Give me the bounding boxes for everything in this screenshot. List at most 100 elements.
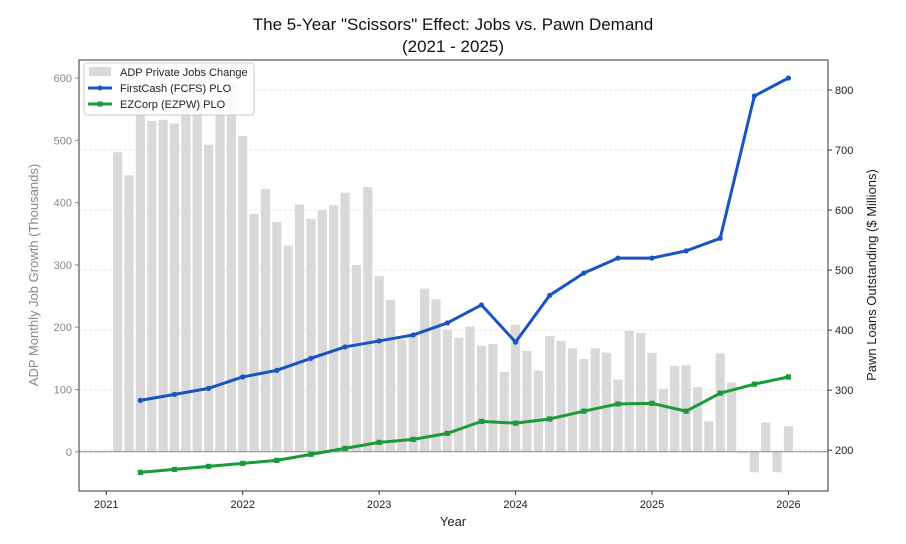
data-point bbox=[717, 235, 723, 241]
data-point bbox=[649, 255, 655, 261]
bar bbox=[306, 218, 316, 452]
data-point bbox=[308, 451, 314, 457]
bar bbox=[454, 337, 464, 452]
data-point bbox=[547, 416, 553, 422]
y-right-tick-label: 600 bbox=[835, 205, 853, 217]
y-left-tick-label: 0 bbox=[66, 447, 72, 459]
x-axis: 2021 2022 2023 2024 2025 2026 bbox=[94, 491, 801, 511]
data-point bbox=[137, 469, 143, 475]
bar bbox=[601, 352, 612, 452]
bar bbox=[147, 121, 157, 452]
y-right-tick-label: 300 bbox=[835, 385, 853, 397]
legend-marker-ezcorp bbox=[97, 101, 103, 107]
data-point bbox=[274, 457, 280, 463]
data-point bbox=[512, 420, 519, 426]
bar bbox=[215, 102, 225, 452]
bar bbox=[329, 205, 339, 452]
bar bbox=[658, 388, 668, 452]
bar bbox=[579, 358, 589, 452]
bar bbox=[397, 339, 407, 452]
bar bbox=[499, 372, 509, 452]
legend-label-ezcorp: EZCorp (EZPW) PLO bbox=[120, 99, 226, 111]
bar bbox=[135, 96, 145, 452]
bar bbox=[590, 348, 600, 452]
legend-marker-firstcash bbox=[97, 85, 103, 91]
bar bbox=[431, 299, 441, 452]
bar bbox=[124, 175, 134, 452]
y-left-tick-label: 200 bbox=[54, 322, 72, 334]
data-point bbox=[785, 374, 792, 380]
legend-label-firstcash: FirstCash (FCFS) PLO bbox=[120, 83, 232, 95]
y-axis-left: 0 100 200 300 400 500 600 bbox=[54, 73, 79, 459]
bar bbox=[363, 187, 373, 452]
bar bbox=[351, 264, 362, 452]
x-tick-label: 2026 bbox=[776, 499, 800, 511]
y-left-tick-label: 500 bbox=[54, 135, 72, 147]
bar bbox=[636, 332, 646, 452]
bar bbox=[624, 330, 634, 452]
bar bbox=[510, 324, 521, 452]
bar bbox=[545, 335, 555, 452]
data-point bbox=[683, 248, 689, 254]
x-tick-label: 2023 bbox=[367, 499, 391, 511]
bar bbox=[249, 213, 259, 452]
bar bbox=[681, 365, 691, 452]
bar bbox=[113, 152, 123, 452]
chart-title: The 5-Year "Scissors" Effect: Jobs vs. P… bbox=[253, 15, 653, 34]
data-point bbox=[683, 408, 689, 414]
y-right-tick-label: 800 bbox=[835, 85, 853, 97]
bar bbox=[408, 332, 418, 452]
legend-box bbox=[83, 62, 255, 116]
series-line-firstcash bbox=[140, 76, 790, 402]
y-right-tick-label: 200 bbox=[835, 445, 853, 457]
y-left-tick-label: 100 bbox=[54, 384, 72, 396]
x-tick-label: 2021 bbox=[94, 499, 118, 511]
bar bbox=[465, 326, 475, 452]
y-left-tick-label: 400 bbox=[54, 198, 72, 210]
data-point bbox=[240, 374, 246, 380]
chart-subtitle: (2021 - 2025) bbox=[402, 37, 504, 56]
data-point bbox=[308, 355, 314, 361]
data-point bbox=[649, 400, 655, 406]
bar bbox=[522, 350, 532, 452]
legend-swatch-bars bbox=[89, 67, 111, 76]
bar bbox=[476, 345, 487, 452]
data-point bbox=[410, 436, 416, 442]
data-point bbox=[478, 302, 485, 308]
data-point bbox=[512, 339, 519, 345]
bar bbox=[692, 386, 703, 452]
series-lines bbox=[137, 75, 792, 475]
series-line-ezcorp bbox=[140, 375, 789, 474]
x-tick-label: 2022 bbox=[230, 499, 254, 511]
bar bbox=[726, 382, 737, 452]
data-point bbox=[444, 430, 450, 436]
data-point bbox=[547, 292, 553, 298]
bar bbox=[533, 370, 543, 452]
bar bbox=[488, 344, 498, 452]
data-point bbox=[342, 344, 348, 350]
data-point bbox=[581, 270, 587, 276]
bar bbox=[238, 135, 248, 452]
bar bbox=[158, 119, 168, 452]
x-axis-label: Year bbox=[440, 514, 467, 529]
y-right-tick-label: 500 bbox=[835, 265, 853, 277]
bar bbox=[272, 221, 282, 452]
data-point bbox=[615, 255, 621, 261]
bar bbox=[442, 329, 452, 452]
data-point bbox=[478, 418, 485, 424]
y-axis-right: 200 300 400 500 600 700 800 bbox=[828, 85, 853, 457]
data-point bbox=[171, 466, 178, 472]
bar bbox=[556, 340, 566, 452]
data-point bbox=[581, 408, 587, 414]
data-point bbox=[444, 320, 450, 326]
bar bbox=[374, 276, 384, 452]
bar bbox=[385, 299, 396, 452]
data-point bbox=[240, 460, 246, 466]
bar bbox=[283, 245, 293, 452]
bar bbox=[567, 348, 578, 452]
x-tick-label: 2024 bbox=[503, 499, 527, 511]
bars bbox=[113, 78, 794, 473]
bar bbox=[294, 204, 305, 452]
data-point bbox=[717, 390, 723, 396]
